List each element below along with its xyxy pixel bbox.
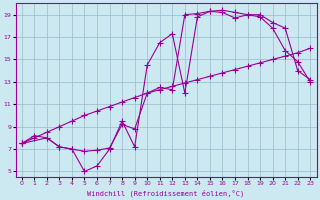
X-axis label: Windchill (Refroidissement éolien,°C): Windchill (Refroidissement éolien,°C)	[87, 189, 245, 197]
